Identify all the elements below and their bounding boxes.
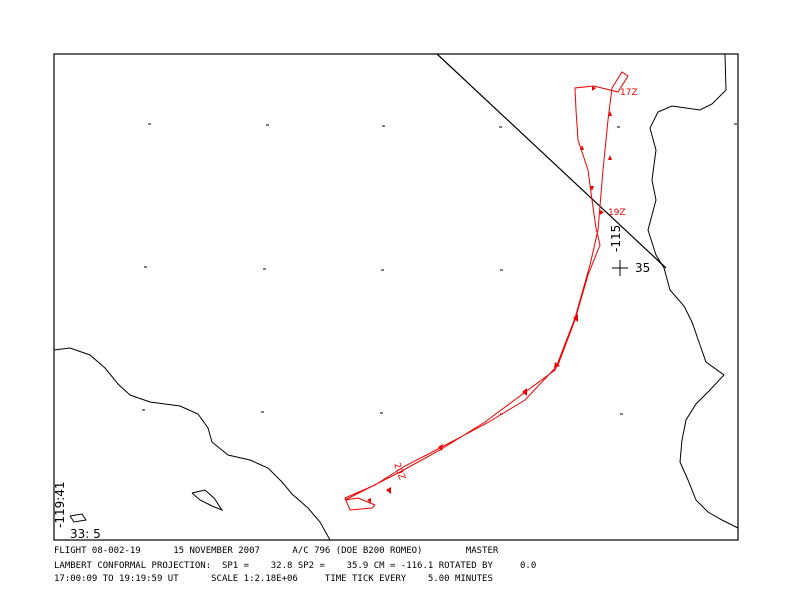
boundary-line [436,53,667,269]
coastline [647,53,739,529]
time-label: 20Z [391,462,406,482]
lat-label: 35 [635,261,650,275]
corner-lat-label: 33: 5 [70,527,101,541]
grid-dots [142,123,737,415]
island [69,513,87,523]
time-label: 19Z [608,208,626,218]
island [191,489,224,512]
flight-track [344,71,629,511]
footer-line: 17:00:09 TO 19:19:59 UT SCALE 1:2.18E+06… [54,574,493,584]
time-ticks [367,86,612,503]
footer-line: LAMBERT CONFORMAL PROJECTION: SP1 = 32.8… [54,561,537,571]
map-frame [53,53,739,541]
corner-lon-label: -119:41 [53,481,67,528]
coastline [53,347,331,541]
lon-label: -115 [609,225,623,252]
footer-line: FLIGHT 08-002-19 15 NOVEMBER 2007 A/C 79… [54,546,499,556]
time-label: 17Z [620,88,638,98]
